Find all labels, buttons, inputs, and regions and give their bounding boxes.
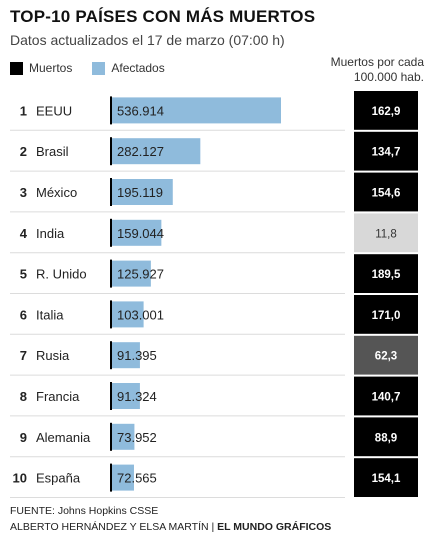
affected-value-label: 159.044 <box>117 226 164 241</box>
affected-value-label: 72.565 <box>117 471 157 486</box>
legend-item-affected: Afectados <box>92 61 165 75</box>
rate-value-label: 171,0 <box>372 310 401 322</box>
rate-cell <box>354 376 418 416</box>
affected-bar <box>111 260 151 287</box>
country-label: Italia <box>36 307 64 322</box>
rank-label: 10 <box>13 471 27 486</box>
country-label: EEUU <box>36 103 72 118</box>
country-label: India <box>36 226 65 241</box>
footer-outlet: EL MUNDO GRÁFICOS <box>217 521 332 533</box>
affected-value-label: 195.119 <box>117 185 163 200</box>
rate-cell <box>354 417 418 457</box>
footer-source: FUENTE: Johns Hopkins CSSE <box>10 505 159 517</box>
country-label: Brasil <box>36 144 69 159</box>
rate-value-label: 189,5 <box>372 269 401 281</box>
rank-label: 1 <box>20 103 27 118</box>
rank-label: 3 <box>20 185 27 200</box>
affected-value-label: 91.324 <box>117 389 157 404</box>
affected-value-label: 536.914 <box>117 103 164 118</box>
rank-label: 6 <box>20 307 27 322</box>
country-label: Alemania <box>36 430 91 445</box>
rank-label: 7 <box>20 348 27 363</box>
affected-bar <box>111 219 162 246</box>
rate-cell <box>354 91 418 130</box>
rate-value-label: 11,8 <box>375 228 397 240</box>
affected-bar <box>111 342 140 369</box>
rate-value-label: 162,9 <box>372 106 401 118</box>
rate-cell <box>354 131 418 171</box>
affected-bar <box>111 464 134 491</box>
rate-cell <box>354 213 418 253</box>
affected-bar <box>111 138 201 165</box>
footer-authors: ALBERTO HERNÁNDEZ Y ELSA MARTÍN <box>10 521 209 533</box>
legend: Muertos Afectados <box>10 61 185 75</box>
rate-value-label: 154,1 <box>372 473 401 485</box>
rate-value-label: 62,3 <box>375 351 397 363</box>
affected-value-label: 91.395 <box>117 348 157 363</box>
country-label: Francia <box>36 389 80 404</box>
rate-cell <box>354 254 418 293</box>
affected-value-label: 73.952 <box>117 430 157 445</box>
rate-column-header: Muertos por cada 100.000 hab. <box>314 55 424 85</box>
affected-value-label: 103.001 <box>117 307 164 322</box>
footer-credits: ALBERTO HERNÁNDEZ Y ELSA MARTÍN | EL MUN… <box>10 521 331 533</box>
rank-label: 2 <box>20 144 27 159</box>
bar-chart: 1 EEUU 536.914 162,9 2 Brasil 282.127 134,7 3 Méx… <box>10 91 418 498</box>
rank-label: 9 <box>20 430 27 445</box>
legend-item-deaths: Muertos <box>10 61 72 75</box>
chart-subtitle: Datos actualizados el 17 de marzo (07:00… <box>10 32 285 48</box>
rate-value-label: 154,6 <box>372 188 401 200</box>
legend-label-deaths: Muertos <box>29 61 73 75</box>
rate-cell <box>354 335 418 375</box>
affected-value-label: 282.127 <box>117 144 164 159</box>
legend-swatch-affected <box>92 61 106 75</box>
rank-label: 8 <box>20 389 27 404</box>
legend-label-affected: Afectados <box>111 61 165 75</box>
affected-bar <box>111 383 140 409</box>
rate-header-line1: Muertos por cada <box>330 55 424 69</box>
rate-cell <box>354 172 418 212</box>
affected-value-label: 125.927 <box>117 267 164 282</box>
affected-bar <box>111 301 144 328</box>
rate-header-line2: 100.000 hab. <box>353 70 424 84</box>
affected-bar <box>111 423 135 450</box>
rate-value-label: 134,7 <box>372 147 401 159</box>
rate-cell <box>354 295 418 334</box>
country-label: R. Unido <box>36 267 87 282</box>
rank-label: 5 <box>20 267 27 282</box>
country-label: España <box>36 471 81 486</box>
affected-bar <box>111 97 281 124</box>
chart-title: TOP-10 PAÍSES CON MÁS MUERTOS <box>10 7 316 26</box>
legend-swatch-deaths <box>10 61 23 75</box>
rank-label: 4 <box>20 226 28 241</box>
country-label: México <box>36 185 77 200</box>
rate-value-label: 140,7 <box>372 392 401 404</box>
rate-cell <box>354 458 418 497</box>
affected-bar <box>111 179 173 205</box>
footer-separator: | <box>208 521 218 533</box>
country-label: Rusia <box>36 348 70 363</box>
rate-value-label: 88,9 <box>375 432 397 444</box>
